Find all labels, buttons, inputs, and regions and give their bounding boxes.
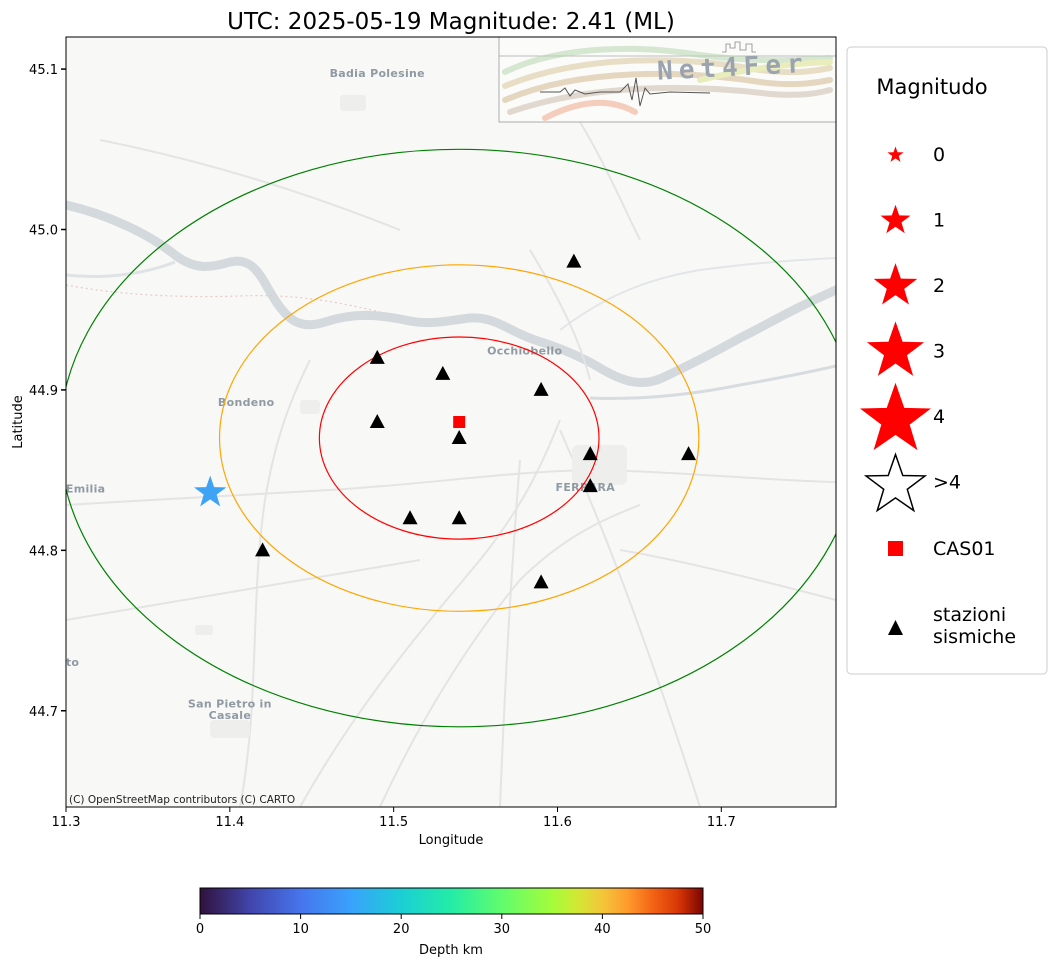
colorbar-ticks: 0 10 20 30 40 50 xyxy=(196,914,711,937)
map-panel[interactable]: Badia PolesineOcchiobelloBondenoFERRARAE… xyxy=(60,36,859,808)
place-label: Casale xyxy=(209,709,252,722)
y-tick-label: 45.0 xyxy=(29,224,58,239)
legend-magnitude-star xyxy=(880,204,911,234)
legend-magnitude-star xyxy=(873,263,918,305)
po-river xyxy=(66,200,836,388)
x-tick-label: 11.3 xyxy=(52,815,81,830)
po-river-secondary xyxy=(66,260,176,279)
legend-magnitude-star xyxy=(866,321,925,376)
colorbar-tick-label: 30 xyxy=(494,922,511,937)
distance-ring xyxy=(218,264,700,612)
seismic-station-marker xyxy=(369,349,385,364)
legend-magnitude-label: 3 xyxy=(933,341,945,363)
net4fer-logo: Net4Fer xyxy=(498,37,836,123)
map-attribution: (C) OpenStreetMap contributors (C) CARTO xyxy=(69,794,295,806)
seismic-station-marker xyxy=(402,510,418,525)
canal xyxy=(589,364,836,400)
seismic-station-marker xyxy=(566,253,582,268)
place-label: Occhiobello xyxy=(487,345,562,358)
y-tick-label: 44.8 xyxy=(29,544,58,559)
depth-colorbar: 0 10 20 30 40 50 Depth km xyxy=(196,887,711,958)
map-basemap xyxy=(66,37,836,807)
legend-station-marker xyxy=(888,541,903,556)
y-tick-label: 44.7 xyxy=(29,705,58,720)
colorbar-tick-label: 10 xyxy=(292,922,309,937)
place-label: Emilia xyxy=(66,483,106,496)
seismic-station-marker xyxy=(533,574,549,589)
legend-magnitude-label: 1 xyxy=(933,210,945,232)
figure-title: UTC: 2025-05-19 Magnitude: 2.41 (ML) xyxy=(227,9,675,35)
x-axis-ticks: 11.3 11.4 11.5 11.6 11.7 xyxy=(52,807,736,830)
seismic-stations xyxy=(255,253,697,589)
x-tick-label: 11.5 xyxy=(379,815,408,830)
legend-station-label: CAS01 xyxy=(933,538,996,560)
colorbar-tick-label: 20 xyxy=(393,922,410,937)
road-network xyxy=(66,89,836,807)
legend-magnitude-label: 4 xyxy=(933,406,945,428)
y-axis-ticks: 44.7 44.8 44.9 45.0 45.1 xyxy=(29,63,66,720)
seismic-station-marker xyxy=(451,510,467,525)
y-tick-label: 44.9 xyxy=(29,384,58,399)
colorbar-tick-label: 50 xyxy=(695,922,712,937)
seismic-station-marker xyxy=(582,478,598,493)
seismic-station-marker xyxy=(255,542,271,557)
legend-seismic-label-line1: stazioni xyxy=(933,604,1006,626)
colorbar-gradient xyxy=(199,887,704,915)
x-tick-label: 11.6 xyxy=(543,815,572,830)
seismic-station-marker xyxy=(451,430,467,445)
canal xyxy=(559,257,836,331)
legend-magnitude-star xyxy=(863,452,928,513)
distance-rings xyxy=(66,148,836,728)
distance-ring xyxy=(318,336,600,540)
seismic-station-marker xyxy=(582,446,598,461)
legend-magnitude-label: >4 xyxy=(933,472,961,494)
colorbar-tick-label: 40 xyxy=(594,922,611,937)
seismic-station-marker xyxy=(369,414,385,428)
colorbar-tick-label: 0 xyxy=(196,922,204,937)
legend-seismic-triangle xyxy=(888,620,903,635)
x-tick-label: 11.4 xyxy=(215,815,244,830)
place-label: Badia Polesine xyxy=(330,67,425,80)
seismic-station-marker xyxy=(681,446,697,461)
legend-magnitude-star xyxy=(887,146,904,162)
legend: Magnitudo 0 1 2 3 4 >4 CAS01 stazioni sismich… xyxy=(846,46,1048,675)
x-tick-label: 11.7 xyxy=(707,815,736,830)
legend-magnitude-label: 2 xyxy=(933,275,945,297)
place-label: to xyxy=(66,656,80,669)
place-label: Bondeno xyxy=(218,396,275,409)
legend-box xyxy=(846,46,1048,675)
map-frame xyxy=(65,36,837,808)
legend-seismic-label-line2: sismiche xyxy=(933,626,1016,648)
distance-ring xyxy=(66,148,836,728)
x-axis-label: Longitude xyxy=(419,833,484,848)
colorbar-label: Depth km xyxy=(419,943,483,958)
y-tick-label: 45.1 xyxy=(29,63,58,78)
seismic-station-marker xyxy=(435,365,451,380)
station-cas01-marker[interactable] xyxy=(453,416,466,428)
y-axis-label: Latitude xyxy=(11,395,26,449)
earthquake-epicenter-star[interactable] xyxy=(194,475,227,507)
legend-title: Magnitudo xyxy=(876,75,987,99)
legend-magnitude-entries: 0 1 2 3 4 >4 xyxy=(860,144,961,513)
legend-magnitude-star xyxy=(860,382,931,451)
legend-magnitude-label: 0 xyxy=(933,144,945,166)
seismic-station-marker xyxy=(533,381,549,396)
place-label: San Pietro in xyxy=(188,698,272,711)
basemap-features: Badia PolesineOcchiobelloBondenoFERRARAE… xyxy=(66,37,836,807)
